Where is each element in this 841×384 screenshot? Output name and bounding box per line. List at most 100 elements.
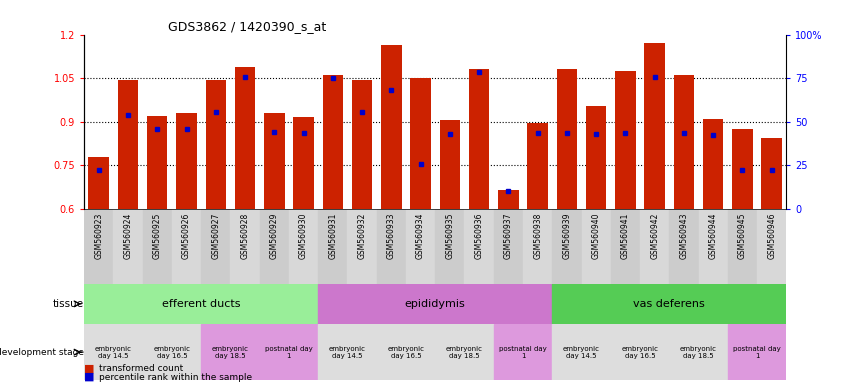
Bar xyxy=(381,45,401,209)
Bar xyxy=(143,324,201,380)
Bar xyxy=(494,209,523,284)
Text: GSM560935: GSM560935 xyxy=(446,213,454,259)
Bar xyxy=(553,324,611,380)
Text: GDS3862 / 1420390_s_at: GDS3862 / 1420390_s_at xyxy=(168,20,326,33)
Text: GSM560926: GSM560926 xyxy=(182,213,191,259)
Bar xyxy=(644,43,665,209)
Text: embryonic
day 18.5: embryonic day 18.5 xyxy=(212,346,249,359)
Bar xyxy=(436,324,494,380)
Bar xyxy=(436,209,464,284)
Text: ■: ■ xyxy=(84,372,94,382)
Text: GSM560934: GSM560934 xyxy=(416,213,425,259)
Text: development stage: development stage xyxy=(0,348,84,357)
Bar xyxy=(527,123,547,209)
Bar xyxy=(611,209,640,284)
Text: efferent ducts: efferent ducts xyxy=(161,299,241,309)
Text: embryonic
day 18.5: embryonic day 18.5 xyxy=(446,346,483,359)
Bar xyxy=(230,209,260,284)
Text: GSM560932: GSM560932 xyxy=(357,213,367,259)
Bar xyxy=(318,284,553,324)
Bar xyxy=(440,120,460,209)
Bar xyxy=(264,113,284,209)
Bar xyxy=(114,209,143,284)
Bar xyxy=(84,209,114,284)
Bar xyxy=(640,209,669,284)
Text: ■: ■ xyxy=(84,363,94,373)
Bar xyxy=(260,209,289,284)
Text: GSM560945: GSM560945 xyxy=(738,213,747,259)
Text: GSM560929: GSM560929 xyxy=(270,213,278,259)
Bar xyxy=(177,113,197,209)
Text: GSM560944: GSM560944 xyxy=(709,213,717,259)
Bar xyxy=(494,324,553,380)
Text: GSM560930: GSM560930 xyxy=(299,213,308,259)
Bar xyxy=(318,209,347,284)
Bar xyxy=(143,209,172,284)
Text: postnatal day
1: postnatal day 1 xyxy=(733,346,781,359)
Text: GSM560924: GSM560924 xyxy=(124,213,133,259)
Text: GSM560927: GSM560927 xyxy=(211,213,220,259)
Bar xyxy=(84,324,143,380)
Text: GSM560943: GSM560943 xyxy=(680,213,689,259)
Bar xyxy=(523,209,553,284)
Bar xyxy=(464,209,494,284)
Bar xyxy=(377,324,436,380)
Text: GSM560923: GSM560923 xyxy=(94,213,103,259)
Bar xyxy=(669,324,727,380)
Text: vas deferens: vas deferens xyxy=(633,299,705,309)
Bar xyxy=(581,209,611,284)
Bar xyxy=(727,209,757,284)
Bar xyxy=(289,209,318,284)
Text: GSM560941: GSM560941 xyxy=(621,213,630,259)
Bar xyxy=(586,106,606,209)
Text: postnatal day
1: postnatal day 1 xyxy=(265,346,313,359)
Bar xyxy=(323,75,343,209)
Bar xyxy=(733,129,753,209)
Text: GSM560925: GSM560925 xyxy=(153,213,161,259)
Bar xyxy=(699,209,727,284)
Text: GSM560939: GSM560939 xyxy=(563,213,571,259)
Text: GSM560931: GSM560931 xyxy=(328,213,337,259)
Bar xyxy=(294,118,314,209)
Bar xyxy=(553,209,581,284)
Text: postnatal day
1: postnatal day 1 xyxy=(499,346,547,359)
Text: epididymis: epididymis xyxy=(405,299,466,309)
Text: embryonic
day 16.5: embryonic day 16.5 xyxy=(621,346,659,359)
Text: transformed count: transformed count xyxy=(99,364,183,373)
Bar xyxy=(118,79,138,209)
Bar xyxy=(674,75,694,209)
Text: GSM560937: GSM560937 xyxy=(504,213,513,259)
Bar xyxy=(201,209,230,284)
Bar xyxy=(88,157,109,209)
Bar xyxy=(757,209,786,284)
Text: GSM560942: GSM560942 xyxy=(650,213,659,259)
Text: percentile rank within the sample: percentile rank within the sample xyxy=(99,373,252,382)
Bar xyxy=(147,116,167,209)
Bar xyxy=(703,119,723,209)
Bar xyxy=(469,70,489,209)
Bar xyxy=(318,324,377,380)
Bar xyxy=(615,71,636,209)
Bar xyxy=(557,70,577,209)
Bar xyxy=(727,324,786,380)
Bar xyxy=(611,324,669,380)
Text: tissue: tissue xyxy=(53,299,84,309)
Bar xyxy=(377,209,406,284)
Bar xyxy=(761,138,782,209)
Text: embryonic
day 16.5: embryonic day 16.5 xyxy=(153,346,190,359)
Bar xyxy=(669,209,699,284)
Bar xyxy=(410,78,431,209)
Bar xyxy=(205,79,226,209)
Text: embryonic
day 16.5: embryonic day 16.5 xyxy=(388,346,425,359)
Bar xyxy=(352,79,373,209)
Bar xyxy=(201,324,260,380)
Bar xyxy=(172,209,201,284)
Text: embryonic
day 18.5: embryonic day 18.5 xyxy=(680,346,717,359)
Bar xyxy=(235,66,256,209)
Text: GSM560946: GSM560946 xyxy=(767,213,776,259)
Bar xyxy=(260,324,318,380)
Text: GSM560940: GSM560940 xyxy=(592,213,600,259)
Bar xyxy=(347,209,377,284)
Text: embryonic
day 14.5: embryonic day 14.5 xyxy=(329,346,366,359)
Text: embryonic
day 14.5: embryonic day 14.5 xyxy=(95,346,132,359)
